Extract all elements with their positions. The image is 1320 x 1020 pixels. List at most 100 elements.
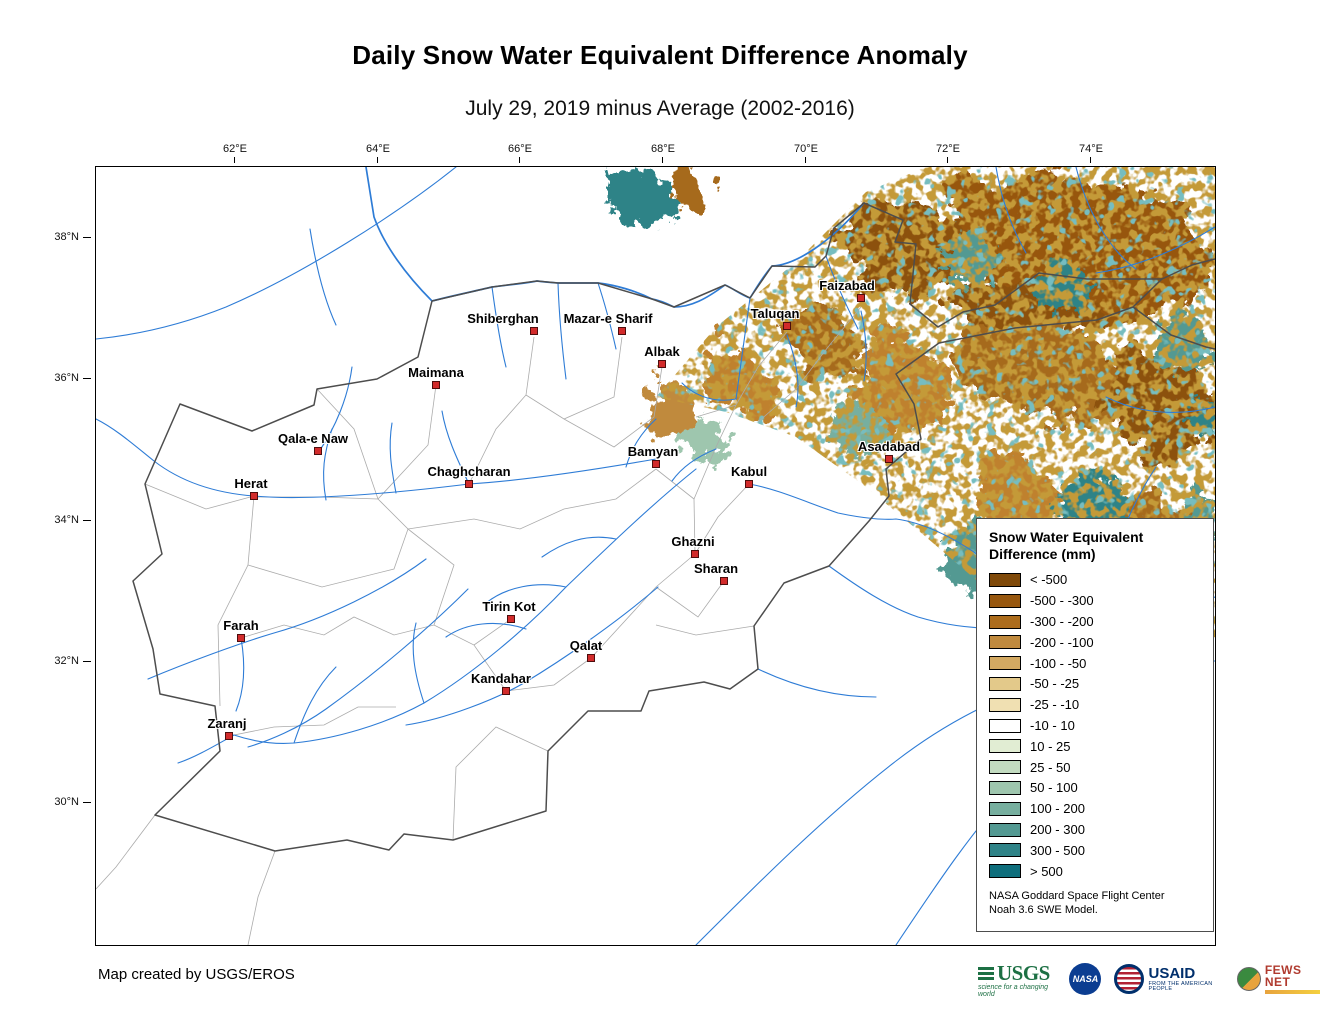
city-label: Qala-e Naw — [277, 431, 349, 446]
usgs-tagline: science for a changing world — [978, 983, 1049, 998]
legend-entry: -500 - -300 — [989, 590, 1205, 611]
city-marker-icon — [250, 492, 258, 500]
legend-entry-label: -100 - -50 — [1030, 655, 1087, 671]
map-credit: Map created by USGS/EROS — [98, 966, 295, 983]
legend-swatch — [989, 593, 1021, 608]
city-marker-icon — [618, 327, 626, 335]
city-label: Maimana — [408, 365, 464, 380]
city-marker-icon — [225, 732, 233, 740]
city-marker-icon — [587, 654, 595, 662]
city-marker-icon — [530, 327, 538, 335]
legend-swatch — [989, 760, 1021, 775]
city-marker-icon — [502, 687, 510, 695]
city-marker-icon — [432, 381, 440, 389]
usgs-bars-icon — [978, 966, 994, 980]
longitude-tick: 66°E — [508, 143, 532, 163]
latitude-tick: 30°N — [54, 796, 91, 808]
latitude-tick: 38°N — [54, 231, 91, 243]
city-label: Albak — [644, 344, 680, 359]
latitude-tick-label: 32°N — [54, 655, 79, 667]
legend-swatch — [989, 697, 1021, 712]
longitude-tick-label: 70°E — [794, 143, 818, 155]
longitude-axis: 62°E 64°E 66°E 68°E 70°E 72°E 74°E — [0, 0, 1320, 166]
longitude-tick: 70°E — [794, 143, 818, 163]
longitude-tick-label: 74°E — [1079, 143, 1103, 155]
nasa-logo-icon: NASA — [1069, 963, 1102, 995]
legend-entry-label: -50 - -25 — [1030, 676, 1080, 692]
legend-entry-label: -500 - -300 — [1030, 593, 1094, 609]
legend-swatch — [989, 635, 1021, 650]
legend-entry: 100 - 200 — [989, 798, 1205, 819]
city-label: Chaghcharan — [427, 464, 511, 479]
usaid-tagline: FROM THE AMERICAN PEOPLE — [1148, 980, 1213, 992]
legend-entry: -200 - -100 — [989, 632, 1205, 653]
usaid-wordmark: USAID — [1148, 964, 1196, 982]
longitude-tick-label: 66°E — [508, 143, 532, 155]
longitude-tick: 72°E — [936, 143, 960, 163]
legend-entry-label: 200 - 300 — [1030, 822, 1085, 838]
legend-swatch — [989, 572, 1021, 587]
legend-swatch — [989, 656, 1021, 671]
longitude-tick-label: 72°E — [936, 143, 960, 155]
city-marker-icon — [237, 634, 245, 642]
fews-net-bar — [1264, 990, 1320, 994]
city-label: Herat — [234, 476, 268, 491]
legend-entry: -50 - -25 — [989, 674, 1205, 695]
agency-logos: USGS science for a changing world NASA U… — [978, 956, 1320, 1002]
city-label: Asadabad — [857, 439, 921, 454]
usgs-wordmark: USGS — [997, 960, 1050, 985]
legend-entry-label: 50 - 100 — [1030, 780, 1078, 796]
cities-layer: Shiberghan Mazar-e Sharif Faizabad Taluq… — [96, 167, 1215, 945]
city-label: Kabul — [730, 464, 768, 479]
latitude-tick-label: 38°N — [54, 231, 79, 243]
legend-entry: -10 - 10 — [989, 715, 1205, 736]
page-title: Daily Snow Water Equivalent Difference A… — [352, 40, 968, 70]
city-marker-icon — [745, 480, 753, 488]
city-label: Faizabad — [819, 278, 875, 293]
latitude-axis: 38°N 36°N 34°N 32°N 30°N — [0, 0, 95, 1020]
city-label: Farah — [223, 618, 259, 633]
city-label: Qalat — [569, 638, 603, 653]
city-label: Taluqan — [750, 306, 800, 321]
city-marker-icon — [857, 294, 865, 302]
city-marker-icon — [691, 550, 699, 558]
legend-entries: < -500 -500 - -300 -300 - -200 -200 - -1… — [989, 570, 1205, 882]
city-marker-icon — [720, 577, 728, 585]
legend-entry-label: -25 - -10 — [1030, 697, 1080, 713]
usgs-logo: USGS science for a changing world — [978, 961, 1056, 998]
legend-swatch — [989, 843, 1021, 858]
legend-entry-label: > 500 — [1030, 863, 1063, 879]
legend-entry-label: 300 - 500 — [1030, 842, 1085, 858]
legend-entry-label: < -500 — [1030, 572, 1068, 588]
legend-entry: -100 - -50 — [989, 653, 1205, 674]
city-label: Bamyan — [627, 444, 679, 459]
fews-net-globe-icon — [1236, 967, 1261, 991]
city-marker-icon — [783, 322, 791, 330]
legend-entry-label: -200 - -100 — [1030, 634, 1094, 650]
usaid-seal-icon — [1114, 964, 1145, 994]
longitude-tick: 62°E — [223, 143, 247, 163]
latitude-tick-label: 34°N — [54, 514, 79, 526]
city-marker-icon — [885, 455, 893, 463]
legend-entry: 300 - 500 — [989, 840, 1205, 861]
longitude-tick: 74°E — [1079, 143, 1103, 163]
city-marker-icon — [507, 615, 515, 623]
legend-entry: 200 - 300 — [989, 819, 1205, 840]
legend-swatch — [989, 780, 1021, 795]
legend-title: Snow Water Equivalent Difference (mm) — [989, 529, 1144, 562]
legend-entry: 50 - 100 — [989, 778, 1205, 799]
city-label: Tirin Kot — [482, 599, 536, 614]
country-boundaries — [132, 202, 1215, 852]
city-label: Shiberghan — [467, 311, 539, 326]
city-label: Zaranj — [207, 716, 247, 731]
legend-entry: -300 - -200 — [989, 611, 1205, 632]
fews-net-wordmark: FEWS NET — [1264, 963, 1302, 989]
city-label: Mazar-e Sharif — [563, 311, 653, 326]
nasa-wordmark: NASA — [1072, 974, 1099, 984]
map-legend: Snow Water Equivalent Difference (mm) < … — [976, 518, 1214, 932]
legend-swatch — [989, 676, 1021, 691]
city-marker-icon — [652, 460, 660, 468]
legend-entry: -25 - -10 — [989, 694, 1205, 715]
city-label: Sharan — [693, 561, 739, 576]
longitude-tick: 64°E — [366, 143, 390, 163]
